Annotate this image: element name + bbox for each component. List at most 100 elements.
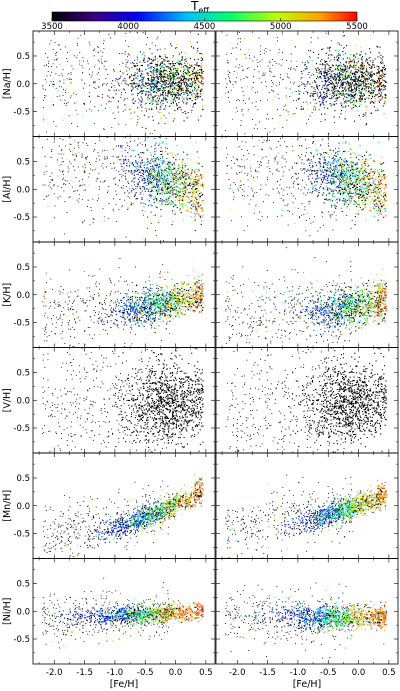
data-point <box>310 222 312 224</box>
data-point <box>155 82 157 84</box>
data-point <box>151 53 153 55</box>
data-point <box>369 185 371 187</box>
data-point <box>69 196 71 198</box>
data-point <box>189 83 191 85</box>
data-point <box>128 192 130 194</box>
data-point <box>341 90 344 92</box>
data-point <box>347 76 349 78</box>
data-point <box>151 158 153 160</box>
data-point <box>339 54 341 56</box>
data-point <box>379 88 381 90</box>
data-point <box>335 50 337 52</box>
data-point <box>240 166 241 167</box>
data-point <box>240 171 242 173</box>
data-point <box>177 72 180 74</box>
data-point <box>372 90 374 92</box>
data-point <box>175 205 178 207</box>
data-point <box>159 73 161 75</box>
data-point <box>379 74 381 76</box>
data-point <box>61 161 63 163</box>
data-point <box>349 57 351 59</box>
data-point <box>197 47 199 49</box>
data-point <box>197 203 199 205</box>
data-point <box>253 154 255 156</box>
data-point <box>51 179 53 181</box>
data-point <box>314 143 316 145</box>
data-point <box>362 81 364 83</box>
data-point <box>162 142 164 144</box>
data-point <box>95 180 97 182</box>
data-point <box>156 181 158 183</box>
data-point <box>97 59 99 61</box>
data-point <box>370 75 372 77</box>
data-point <box>355 93 357 95</box>
data-point <box>350 80 353 82</box>
data-point <box>157 185 159 187</box>
data-point <box>140 72 142 74</box>
data-point <box>290 60 292 62</box>
data-point <box>65 92 67 93</box>
data-point <box>134 59 136 61</box>
data-point <box>319 104 321 105</box>
data-point <box>263 75 265 77</box>
data-point <box>321 216 323 218</box>
data-point <box>187 94 189 96</box>
data-point <box>124 109 126 111</box>
data-point <box>133 82 135 84</box>
data-point <box>181 206 183 208</box>
data-point <box>253 177 254 179</box>
data-point <box>287 193 289 195</box>
data-point <box>247 109 249 111</box>
data-point <box>347 81 349 84</box>
data-point <box>358 105 361 107</box>
data-point <box>82 184 84 186</box>
data-point <box>326 95 328 97</box>
data-point <box>342 90 344 92</box>
data-point <box>149 87 151 89</box>
data-point <box>330 59 332 61</box>
data-point <box>377 56 379 58</box>
data-point <box>326 52 328 54</box>
data-point <box>192 206 194 208</box>
data-point <box>362 82 364 84</box>
data-point <box>145 182 147 184</box>
data-point <box>255 169 257 171</box>
data-point <box>121 151 123 153</box>
data-point <box>274 75 276 77</box>
data-point <box>254 192 256 194</box>
data-point <box>154 91 156 93</box>
data-point <box>327 63 329 65</box>
data-point <box>133 181 135 183</box>
data-point <box>180 188 182 190</box>
data-point <box>331 94 333 96</box>
data-point <box>265 184 267 186</box>
data-point <box>377 84 379 86</box>
data-point <box>152 168 154 170</box>
data-point <box>162 179 164 181</box>
data-point <box>333 87 335 89</box>
data-point <box>358 90 360 92</box>
data-point <box>182 73 185 75</box>
data-point <box>347 88 349 90</box>
data-point <box>351 73 353 75</box>
data-point <box>247 110 249 112</box>
data-point <box>372 62 374 64</box>
data-point <box>200 59 202 62</box>
data-point <box>158 136 160 138</box>
data-point <box>181 188 183 190</box>
data-point <box>304 62 306 64</box>
data-point <box>372 63 374 66</box>
data-point <box>160 165 162 167</box>
data-point <box>191 169 193 171</box>
data-point <box>239 100 241 102</box>
data-point <box>87 60 88 62</box>
data-point <box>326 81 328 83</box>
data-point <box>323 99 325 101</box>
data-point <box>151 86 153 88</box>
data-point <box>162 162 164 164</box>
data-point <box>70 136 72 138</box>
data-point <box>69 97 71 99</box>
data-point <box>134 177 136 179</box>
data-point <box>189 207 191 209</box>
data-point <box>269 139 270 141</box>
